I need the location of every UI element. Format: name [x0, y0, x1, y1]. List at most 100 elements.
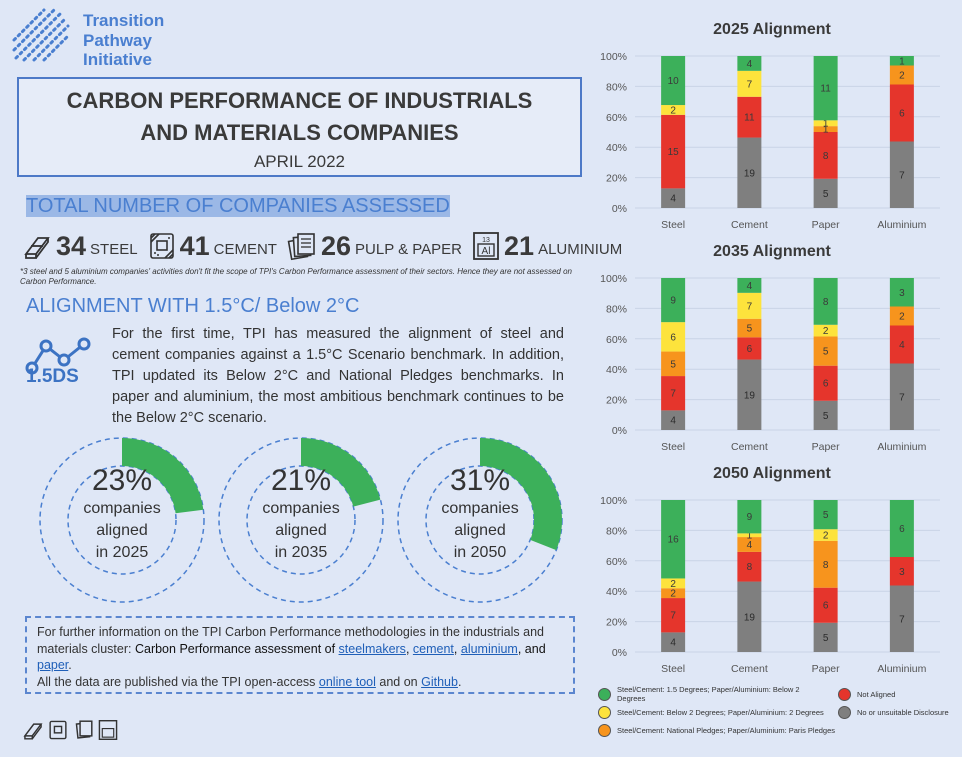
bar-value-label: 8 — [823, 151, 829, 162]
count-aluminium: 13 Al 21 ALUMINIUM — [472, 231, 622, 262]
legend-row: Steel/Cement: Below 2 Degrees; Paper/Alu… — [598, 703, 958, 721]
bar-value-label: 5 — [823, 189, 829, 200]
bar-value-label: 1 — [747, 531, 753, 542]
bar-segment — [661, 500, 686, 579]
bar-segment — [661, 376, 686, 411]
bar-value-label: 5 — [823, 411, 829, 422]
y-tick-label: 20% — [606, 173, 627, 185]
bar-value-label: 7 — [747, 79, 753, 90]
aluminium-element-icon — [98, 720, 118, 740]
bar-segment — [813, 120, 838, 127]
x-tick-label: Steel — [661, 441, 685, 453]
aluminium-symbol-text: Al — [482, 246, 491, 257]
logo-line: Transition — [83, 11, 165, 30]
bar-value-label: 4 — [747, 281, 753, 292]
bar-segment — [813, 278, 838, 325]
info-sep: , — [405, 641, 410, 656]
donut-outer-dash — [218, 437, 384, 603]
bar-value-label: 1 — [899, 56, 905, 67]
legend-label: Not Aligned — [857, 689, 896, 699]
link-github[interactable]: Github — [421, 674, 458, 689]
donut-2050: 31% companies aligned in 2050 — [396, 436, 564, 604]
bar-value-label: 8 — [823, 560, 829, 571]
bar-segment — [737, 500, 762, 534]
bar-value-label: 7 — [670, 389, 676, 400]
company-counts: 34 STEEL 41 CEMENT 26 PULP & PAPER — [22, 228, 632, 264]
y-tick-label: 20% — [606, 617, 627, 629]
bar-value-label: 2 — [670, 579, 676, 590]
link-cement[interactable]: cement — [412, 641, 454, 656]
x-tick-label: Cement — [731, 663, 768, 675]
link-aluminium[interactable]: aluminium — [460, 641, 518, 656]
link-paper[interactable]: paper — [37, 658, 69, 672]
count-paper-label: PULP & PAPER — [355, 240, 463, 258]
bar-value-label: 4 — [670, 638, 676, 649]
x-tick-label: Paper — [812, 663, 841, 675]
info-sep: , — [453, 641, 458, 656]
chart-2: 2050 Alignment0%20%40%60%80%100%472216St… — [600, 465, 940, 675]
bar-segment — [813, 587, 838, 623]
y-tick-label: 60% — [606, 334, 627, 346]
y-tick-label: 40% — [606, 586, 627, 598]
donut-2035: 21% companies aligned in 2035 — [217, 436, 385, 604]
x-tick-label: Aluminium — [877, 219, 926, 231]
bar-segment — [889, 65, 914, 85]
logo-text: Transition Pathway Initiative — [83, 11, 164, 70]
donut-line: in 2035 — [274, 544, 328, 561]
donut-line: aligned — [96, 522, 148, 539]
donut-line: in 2050 — [453, 544, 507, 561]
total-section-title-text: TOTAL NUMBER OF COMPANIES ASSESSED — [26, 195, 450, 217]
bar-value-label: 6 — [823, 601, 829, 612]
chart-0: 2025 Alignment0%20%40%60%80%100%415210St… — [600, 21, 940, 231]
bar-value-label: 7 — [899, 392, 905, 403]
legend-swatch — [838, 687, 851, 701]
legend-swatch — [598, 723, 611, 737]
bar-segment — [889, 325, 914, 364]
bar-segment — [813, 324, 838, 337]
x-tick-label: Paper — [812, 219, 841, 231]
bar-segment — [813, 126, 838, 132]
bar-segment — [737, 337, 762, 360]
bar-segment — [889, 56, 914, 66]
bar-segment — [813, 132, 838, 179]
bar-segment — [661, 114, 686, 189]
bar-segment — [889, 500, 914, 557]
bar-value-label: 4 — [670, 194, 676, 205]
link-online-tool[interactable]: online tool — [318, 674, 376, 689]
count-steel: 34 STEEL — [22, 231, 138, 262]
bar-segment — [661, 578, 686, 589]
link-steelmakers[interactable]: steelmakers — [338, 641, 406, 656]
donut-aligned-segment — [122, 438, 204, 514]
chart-title: 2035 Alignment — [713, 243, 831, 260]
bar-value-label: 19 — [744, 168, 756, 179]
count-steel-value: 34 — [56, 230, 87, 261]
bar-segment — [889, 363, 914, 430]
bar-value-label: 2 — [899, 312, 905, 323]
donut-percent: 21% — [270, 464, 332, 497]
count-paper: 26 PULP & PAPER — [287, 231, 462, 262]
donut-line: aligned — [275, 522, 327, 539]
legend-item-green: Steel/Cement: 1.5 Degrees; Paper/Alumini… — [598, 685, 830, 703]
y-tick-label: 20% — [606, 395, 627, 407]
bar-segment — [661, 632, 686, 652]
bar-segment — [889, 306, 914, 326]
total-section-title: TOTAL NUMBER OF COMPANIES ASSESSED — [26, 195, 450, 218]
bar-segment — [661, 598, 686, 633]
cement-bag-icon — [149, 233, 174, 259]
bar-value-label: 2 — [670, 589, 676, 600]
chart-1: 2035 Alignment 0% 20% 40% 60% 80% 100% 4 7 5 6 9 Ste… — [600, 243, 940, 453]
x-tick-label: Aluminium — [877, 663, 926, 675]
steel-beam-icon — [24, 237, 50, 259]
donut-2050-ring — [397, 437, 563, 603]
bar-value-label: 1 — [823, 119, 829, 130]
count-paper-value: 26 — [320, 230, 352, 261]
bar-value-label: 2 — [899, 71, 905, 82]
bar-segment — [737, 581, 762, 652]
donut-line: aligned — [454, 522, 506, 539]
bar-value-label: 7 — [899, 170, 905, 181]
legend-label: Steel/Cement: Below 2 Degrees; Paper/Alu… — [617, 707, 824, 717]
bar-segment — [813, 622, 838, 652]
paper-stack-icon — [287, 233, 315, 261]
bar-segment — [661, 322, 686, 352]
bar-segment — [661, 410, 686, 430]
